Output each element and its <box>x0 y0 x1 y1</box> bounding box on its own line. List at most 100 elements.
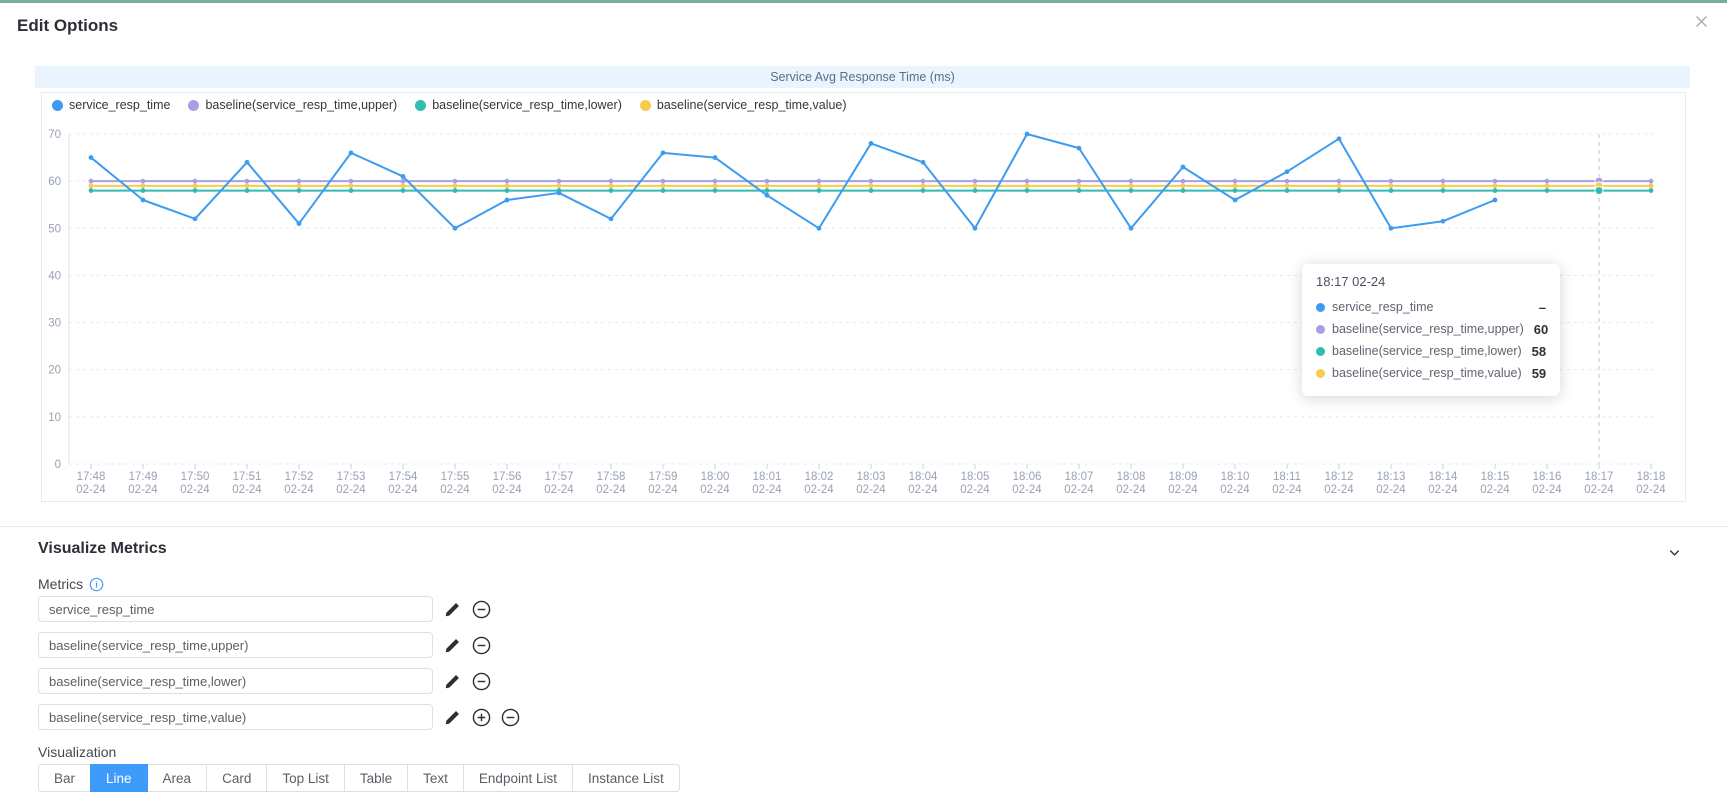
svg-text:02-24: 02-24 <box>700 484 730 496</box>
remove-metric-button[interactable] <box>471 599 491 619</box>
svg-text:02-24: 02-24 <box>336 484 366 496</box>
viz-option-table[interactable]: Table <box>343 764 409 792</box>
svg-text:17:51: 17:51 <box>233 471 262 483</box>
svg-text:18:18: 18:18 <box>1637 471 1666 483</box>
close-button[interactable] <box>1690 10 1712 32</box>
svg-text:02-24: 02-24 <box>544 484 574 496</box>
metric-row <box>38 668 491 694</box>
svg-text:18:06: 18:06 <box>1013 471 1042 483</box>
legend-item[interactable]: service_resp_time <box>52 98 170 112</box>
remove-icon <box>472 672 490 690</box>
edit-icon <box>445 674 459 688</box>
svg-text:02-24: 02-24 <box>492 484 522 496</box>
edit-metric-button[interactable] <box>442 635 462 655</box>
tooltip-series-dot <box>1316 368 1325 378</box>
svg-text:18:09: 18:09 <box>1169 471 1198 483</box>
svg-text:17:52: 17:52 <box>285 471 314 483</box>
svg-text:02-24: 02-24 <box>1064 484 1094 496</box>
viz-option-line[interactable]: Line <box>90 764 148 792</box>
info-icon[interactable]: i <box>89 577 104 592</box>
tooltip-series-dot <box>1316 324 1325 334</box>
visualization-button-group: Bar Line Area Card Top List Table Text Endpoint… <box>38 764 680 792</box>
tooltip-timestamp: 18:17 02-24 <box>1316 274 1386 289</box>
edit-metric-button[interactable] <box>442 599 462 619</box>
viz-option-endpoint-list[interactable]: Endpoint List <box>462 764 573 792</box>
svg-text:18:14: 18:14 <box>1429 471 1458 483</box>
svg-text:18:12: 18:12 <box>1325 471 1354 483</box>
metric-input[interactable] <box>38 668 433 694</box>
viz-option-top-list[interactable]: Top List <box>266 764 345 792</box>
svg-text:02-24: 02-24 <box>1636 484 1666 496</box>
svg-text:02-24: 02-24 <box>388 484 418 496</box>
remove-metric-button[interactable] <box>500 707 520 727</box>
tooltip-series-name: baseline(service_resp_time,lower) <box>1332 344 1522 358</box>
legend-dot <box>188 99 200 111</box>
remove-metric-button[interactable] <box>471 671 491 691</box>
svg-text:60: 60 <box>48 176 61 188</box>
add-metric-button[interactable] <box>471 707 491 727</box>
visualization-label: Visualization <box>38 744 117 760</box>
legend-item[interactable]: baseline(service_resp_time,lower) <box>415 98 622 112</box>
collapse-section-button[interactable] <box>1664 542 1684 562</box>
viz-option-instance-list[interactable]: Instance List <box>571 764 680 792</box>
tooltip-series-dot <box>1316 346 1325 356</box>
metric-input[interactable] <box>38 704 433 730</box>
svg-text:70: 70 <box>48 129 61 141</box>
svg-text:18:07: 18:07 <box>1065 471 1094 483</box>
svg-text:10: 10 <box>48 412 61 424</box>
svg-text:02-24: 02-24 <box>648 484 678 496</box>
tooltip-series-name: baseline(service_resp_time,upper) <box>1332 322 1524 336</box>
svg-text:02-24: 02-24 <box>908 484 938 496</box>
metric-input[interactable] <box>38 632 433 658</box>
legend-label: baseline(service_resp_time,lower) <box>432 98 622 112</box>
legend-label: service_resp_time <box>69 98 171 112</box>
chart-card: Service Avg Response Time (ms) service_r… <box>35 66 1690 505</box>
svg-text:18:05: 18:05 <box>961 471 990 483</box>
metric-input[interactable] <box>38 596 433 622</box>
edit-metric-button[interactable] <box>442 671 462 691</box>
svg-text:02-24: 02-24 <box>1376 484 1406 496</box>
svg-text:18:15: 18:15 <box>1481 471 1510 483</box>
svg-text:40: 40 <box>48 270 61 282</box>
svg-text:18:13: 18:13 <box>1377 471 1406 483</box>
viz-option-text[interactable]: Text <box>407 764 464 792</box>
legend-dot <box>52 99 63 111</box>
tooltip-series-value: 58 <box>1531 343 1547 359</box>
chart-plot[interactable]: 01020304050607017:4802-2417:4902-2417:50… <box>42 113 1685 501</box>
metric-row <box>38 704 520 730</box>
viz-option-card[interactable]: Card <box>206 764 268 792</box>
legend-item[interactable]: baseline(service_resp_time,value) <box>639 98 847 112</box>
svg-text:18:01: 18:01 <box>753 471 782 483</box>
edit-icon <box>445 710 459 724</box>
close-icon <box>1695 15 1707 27</box>
edit-metric-button[interactable] <box>442 707 462 727</box>
tooltip-series-name: baseline(service_resp_time,value) <box>1332 366 1522 380</box>
viz-option-area[interactable]: Area <box>146 764 208 792</box>
tooltip-series-name: service_resp_time <box>1332 300 1434 314</box>
svg-text:17:50: 17:50 <box>181 471 210 483</box>
svg-text:02-24: 02-24 <box>752 484 782 496</box>
legend-dot <box>639 99 651 111</box>
svg-text:02-24: 02-24 <box>1272 484 1302 496</box>
metrics-label-text: Metrics <box>38 576 84 592</box>
svg-text:50: 50 <box>48 223 61 235</box>
tooltip-row: baseline(service_resp_time,lower) 58 <box>1316 340 1546 362</box>
svg-text:20: 20 <box>48 365 61 377</box>
svg-text:02-24: 02-24 <box>1168 484 1198 496</box>
viz-option-bar[interactable]: Bar <box>38 764 92 792</box>
svg-text:02-24: 02-24 <box>1532 484 1562 496</box>
chart-area[interactable]: service_resp_time baseline(service_resp_t… <box>41 92 1686 502</box>
remove-metric-button[interactable] <box>471 635 491 655</box>
edit-icon <box>445 602 459 616</box>
svg-text:18:03: 18:03 <box>857 471 886 483</box>
chart-legend: service_resp_time baseline(service_resp_t… <box>52 98 865 112</box>
svg-text:02-24: 02-24 <box>180 484 210 496</box>
svg-text:02-24: 02-24 <box>804 484 834 496</box>
svg-text:30: 30 <box>48 318 61 330</box>
svg-text:02-24: 02-24 <box>960 484 990 496</box>
svg-text:17:53: 17:53 <box>337 471 366 483</box>
legend-item[interactable]: baseline(service_resp_time,upper) <box>188 98 397 112</box>
chart-title: Service Avg Response Time (ms) <box>35 66 1690 88</box>
svg-text:17:54: 17:54 <box>389 471 418 483</box>
